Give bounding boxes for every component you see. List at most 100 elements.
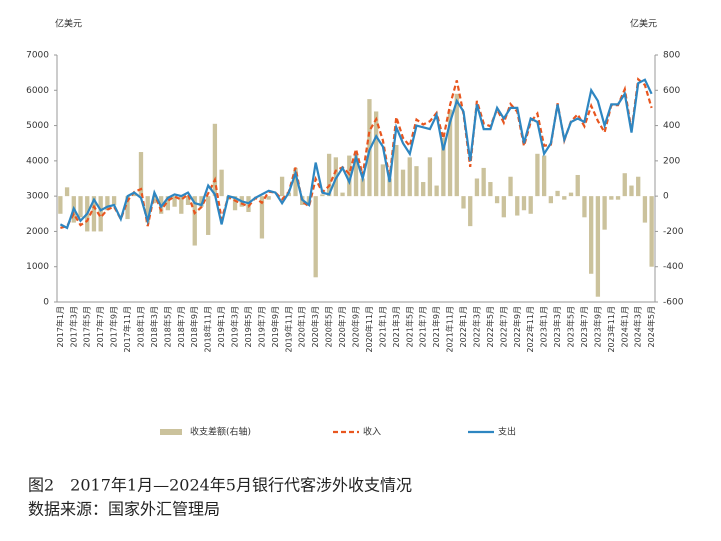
bar bbox=[441, 137, 446, 197]
bar bbox=[172, 196, 177, 207]
y-tick-label: 7000 bbox=[26, 51, 49, 61]
x-tick-label: 2022年3月 bbox=[471, 306, 481, 347]
bar bbox=[320, 194, 325, 197]
bar bbox=[145, 196, 150, 223]
bar bbox=[279, 176, 285, 197]
x-tick-label: 2018年3月 bbox=[149, 306, 159, 347]
bar bbox=[575, 174, 580, 197]
bar bbox=[454, 93, 459, 197]
line bbox=[59, 78, 653, 230]
x-tick-label: 2022年7月 bbox=[498, 306, 508, 347]
bar bbox=[400, 169, 406, 197]
y-tick-label: 1000 bbox=[26, 262, 49, 272]
bar bbox=[353, 155, 359, 197]
y2-tick-label: 0 bbox=[663, 192, 669, 202]
bar bbox=[192, 196, 197, 246]
bar bbox=[427, 157, 433, 197]
x-tick-label: 2020年9月 bbox=[351, 306, 361, 347]
bar bbox=[152, 196, 157, 204]
x-tick-label: 2018年1月 bbox=[135, 306, 145, 347]
bar bbox=[232, 196, 238, 211]
y-tick-label: 2000 bbox=[26, 227, 49, 237]
x-tick-label: 2017年5月 bbox=[82, 306, 92, 347]
bar bbox=[212, 123, 218, 197]
bar bbox=[64, 187, 70, 197]
bar bbox=[360, 178, 365, 197]
y-tick-label: 4000 bbox=[26, 156, 49, 166]
bar bbox=[111, 196, 117, 205]
bar bbox=[421, 182, 426, 197]
bar bbox=[548, 196, 554, 204]
y2-tick-label: -600 bbox=[663, 298, 684, 308]
x-tick-label: 2019年11月 bbox=[283, 306, 293, 353]
bar bbox=[595, 196, 601, 297]
y-tick-label: 0 bbox=[43, 298, 49, 308]
x-tick-label: 2022年1月 bbox=[458, 306, 468, 347]
bar bbox=[541, 155, 547, 197]
x-tick-label: 2021年7月 bbox=[418, 306, 428, 347]
bar bbox=[642, 196, 648, 223]
bar bbox=[434, 185, 439, 197]
bar bbox=[555, 190, 560, 197]
bar bbox=[589, 196, 594, 274]
legend-label: 收支差额(右轴) bbox=[190, 426, 251, 438]
x-tick-label: 2022年9月 bbox=[512, 306, 522, 347]
y2-tick-label: 600 bbox=[663, 86, 680, 96]
bar bbox=[515, 196, 520, 216]
x-tick-label: 2021年11月 bbox=[445, 306, 455, 353]
bar bbox=[185, 196, 191, 205]
bar bbox=[326, 153, 332, 197]
x-tick-label: 2021年3月 bbox=[391, 306, 401, 347]
y2-tick-label: 400 bbox=[663, 121, 680, 131]
bar bbox=[629, 185, 634, 197]
x-tick-label: 2018年9月 bbox=[189, 306, 199, 347]
bar bbox=[521, 196, 527, 211]
bar bbox=[266, 196, 271, 200]
x-tick-label: 2018年7月 bbox=[176, 306, 186, 347]
bar bbox=[461, 196, 466, 209]
bar bbox=[105, 196, 110, 211]
bar bbox=[219, 169, 224, 197]
y-tick-label: 6000 bbox=[26, 86, 49, 96]
x-tick-label: 2021年1月 bbox=[377, 306, 387, 347]
x-tick-label: 2020年5月 bbox=[324, 306, 334, 347]
bar bbox=[58, 196, 63, 214]
bar bbox=[179, 196, 184, 214]
bar bbox=[91, 196, 97, 232]
x-tick-label: 2017年1月 bbox=[55, 306, 65, 347]
bar bbox=[125, 196, 130, 220]
x-tick-label: 2020年11月 bbox=[364, 306, 374, 353]
bar bbox=[602, 196, 607, 230]
x-tick-label: 2017年7月 bbox=[95, 306, 105, 347]
x-tick-label: 2023年7月 bbox=[579, 306, 589, 347]
x-tick-label: 2024年1月 bbox=[619, 306, 629, 347]
bar bbox=[447, 109, 453, 197]
bar bbox=[313, 196, 318, 278]
bar bbox=[468, 196, 473, 227]
bar bbox=[615, 196, 621, 200]
x-tick-label: 2019年5月 bbox=[243, 306, 253, 347]
legend-label: 收入 bbox=[363, 426, 381, 438]
bar bbox=[407, 157, 412, 197]
x-tick-label: 2018年5月 bbox=[162, 306, 172, 347]
bar bbox=[535, 153, 540, 197]
bar bbox=[293, 167, 298, 197]
x-tick-label: 2021年5月 bbox=[404, 306, 414, 347]
bar bbox=[568, 192, 574, 197]
bar bbox=[622, 173, 627, 197]
x-tick-label: 2017年3月 bbox=[68, 306, 78, 347]
x-tick-label: 2021年9月 bbox=[431, 306, 441, 347]
x-tick-label: 2023年9月 bbox=[592, 306, 602, 347]
x-tick-label: 2023年11月 bbox=[606, 306, 616, 353]
y2-tick-label: -400 bbox=[663, 262, 684, 272]
bar bbox=[259, 196, 265, 239]
x-tick-label: 2023年1月 bbox=[539, 306, 549, 347]
bar bbox=[528, 196, 533, 214]
x-tick-label: 2023年3月 bbox=[552, 306, 562, 347]
bar bbox=[636, 176, 641, 197]
legend-label: 支出 bbox=[498, 426, 516, 438]
bar bbox=[562, 196, 567, 200]
y2-tick-label: 200 bbox=[663, 156, 680, 166]
y2-tick-label: 800 bbox=[663, 51, 680, 61]
bar bbox=[488, 182, 493, 197]
